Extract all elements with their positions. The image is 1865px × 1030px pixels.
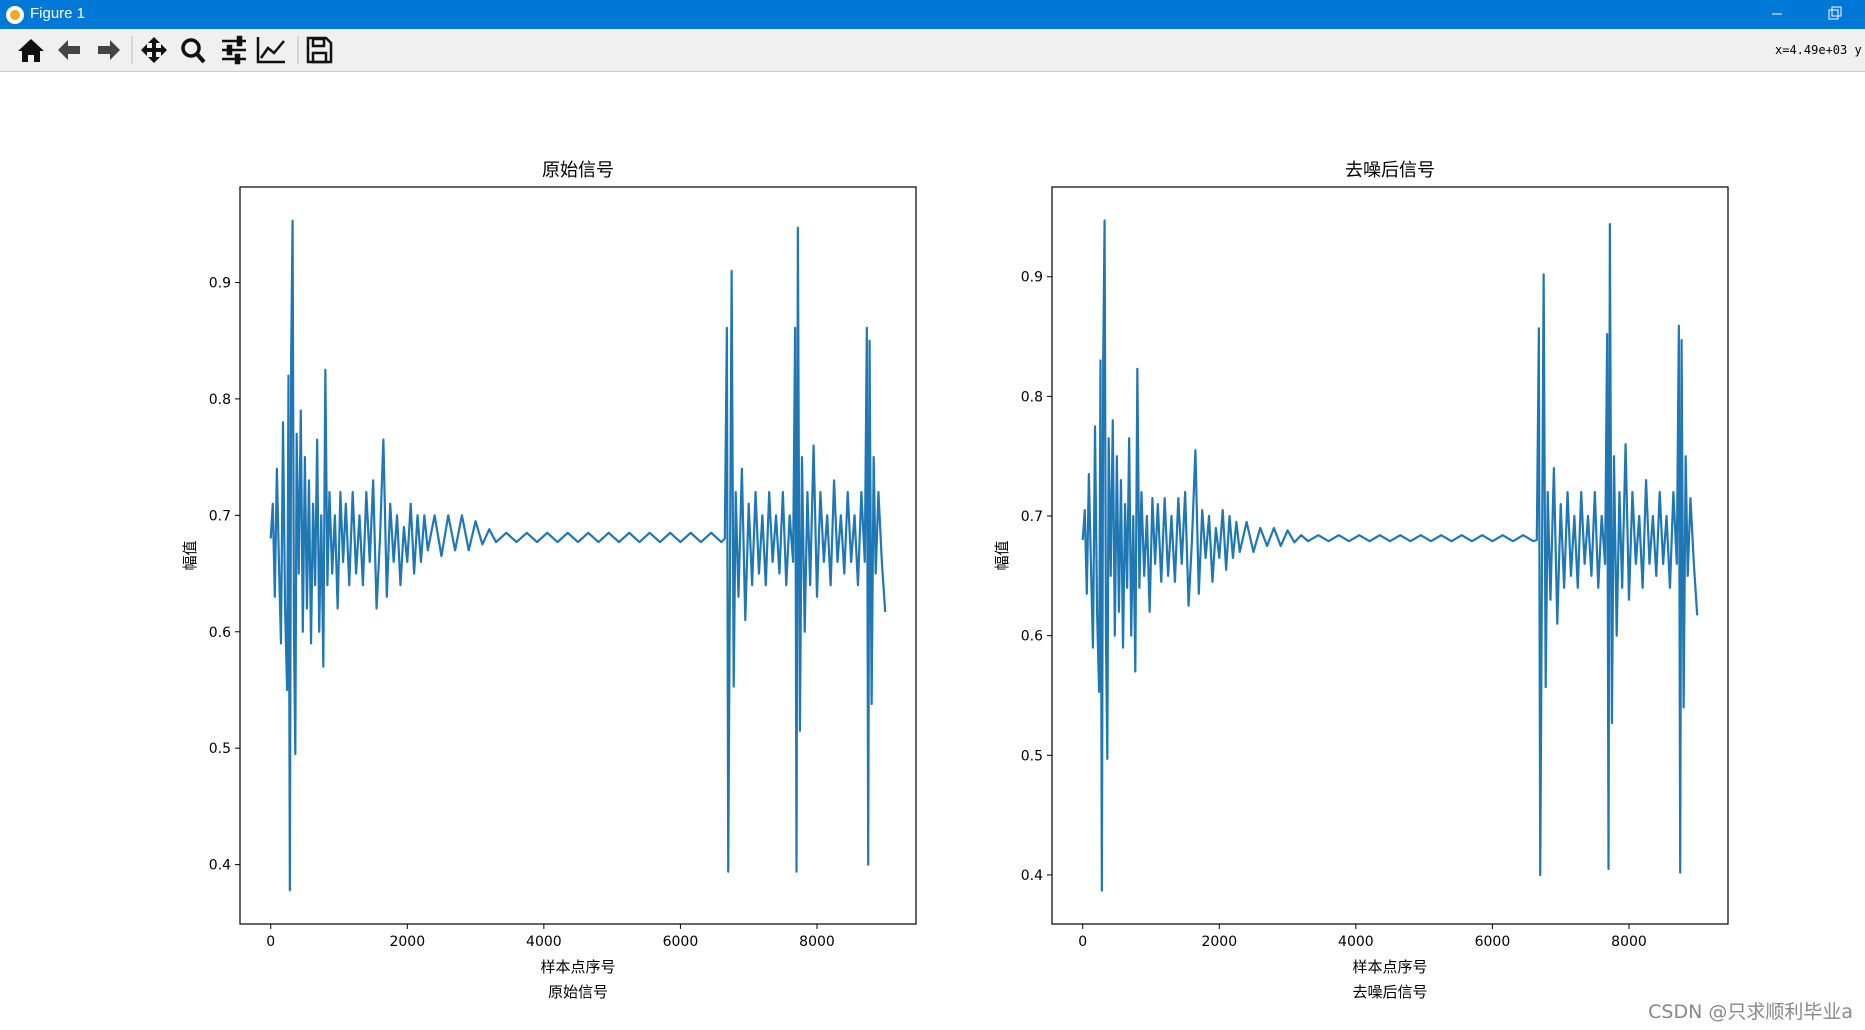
y-axis-label: 幅值 xyxy=(181,540,199,570)
y-tick-label: 0.7 xyxy=(209,508,231,524)
watermark: CSDN @只求顺利毕业a xyxy=(1648,1001,1853,1023)
y-tick-label: 0.7 xyxy=(1021,509,1043,525)
configure-button[interactable] xyxy=(222,35,246,65)
y-tick-label: 0.5 xyxy=(1021,748,1043,764)
x-tick-label: 4000 xyxy=(1338,934,1374,950)
title-bar: Figure 1 xyxy=(0,0,1865,29)
y-tick-label: 0.6 xyxy=(1021,629,1043,645)
window-controls[interactable] xyxy=(1735,0,1865,29)
forward-button[interactable] xyxy=(98,40,120,60)
app-icon xyxy=(6,6,24,24)
y-tick-label: 0.8 xyxy=(209,392,231,408)
axes-title: 原始信号 xyxy=(542,160,614,181)
back-button[interactable] xyxy=(58,40,80,60)
x-tick-label: 8000 xyxy=(799,934,835,950)
axes-frame xyxy=(1051,186,1729,925)
x-tick-label: 6000 xyxy=(663,934,699,950)
x-tick-label: 8000 xyxy=(1611,934,1647,950)
x-tick-label: 2000 xyxy=(1201,934,1237,950)
y-tick-label: 0.9 xyxy=(1021,270,1043,286)
toolbar: x=4.49e+03 y xyxy=(0,29,1865,72)
figure: 0 2000 4000 6000 80000.40.50.60.70.80.9原始信号样… xyxy=(181,160,1729,1001)
x-tick-label: 0 xyxy=(266,934,275,950)
signal-line xyxy=(269,219,887,892)
home-button[interactable] xyxy=(18,39,44,62)
cursor-status: x=4.49e+03 y xyxy=(1775,43,1862,57)
toolbar-buttons[interactable] xyxy=(0,29,340,71)
y-tick-label: 0.4 xyxy=(1021,868,1043,884)
pan-button[interactable] xyxy=(141,37,167,63)
x-axis-label: 样本点序号 xyxy=(540,958,615,976)
caption: 原始信号 xyxy=(548,983,608,1001)
x-axis-label: 样本点序号 xyxy=(1352,958,1427,976)
signal-line xyxy=(1081,219,1699,892)
caption: 去噪后信号 xyxy=(1352,983,1427,1001)
x-tick-label: 4000 xyxy=(526,934,562,950)
window-title: Figure 1 xyxy=(30,5,86,22)
y-tick-label: 0.4 xyxy=(209,858,231,874)
axes-button[interactable] xyxy=(256,37,285,64)
y-tick-label: 0.5 xyxy=(209,741,231,757)
y-axis-label: 幅值 xyxy=(993,540,1011,570)
zoom-button[interactable] xyxy=(181,38,201,58)
x-tick-label: 2000 xyxy=(389,934,425,950)
save-button[interactable] xyxy=(306,36,333,64)
y-tick-label: 0.9 xyxy=(209,275,231,291)
axes-title: 去噪后信号 xyxy=(1345,160,1435,181)
x-tick-label: 6000 xyxy=(1475,934,1511,950)
axes-frame xyxy=(239,186,917,925)
y-tick-label: 0.6 xyxy=(209,625,231,641)
y-tick-label: 0.8 xyxy=(1021,389,1043,405)
x-tick-label: 0 xyxy=(1078,934,1087,950)
